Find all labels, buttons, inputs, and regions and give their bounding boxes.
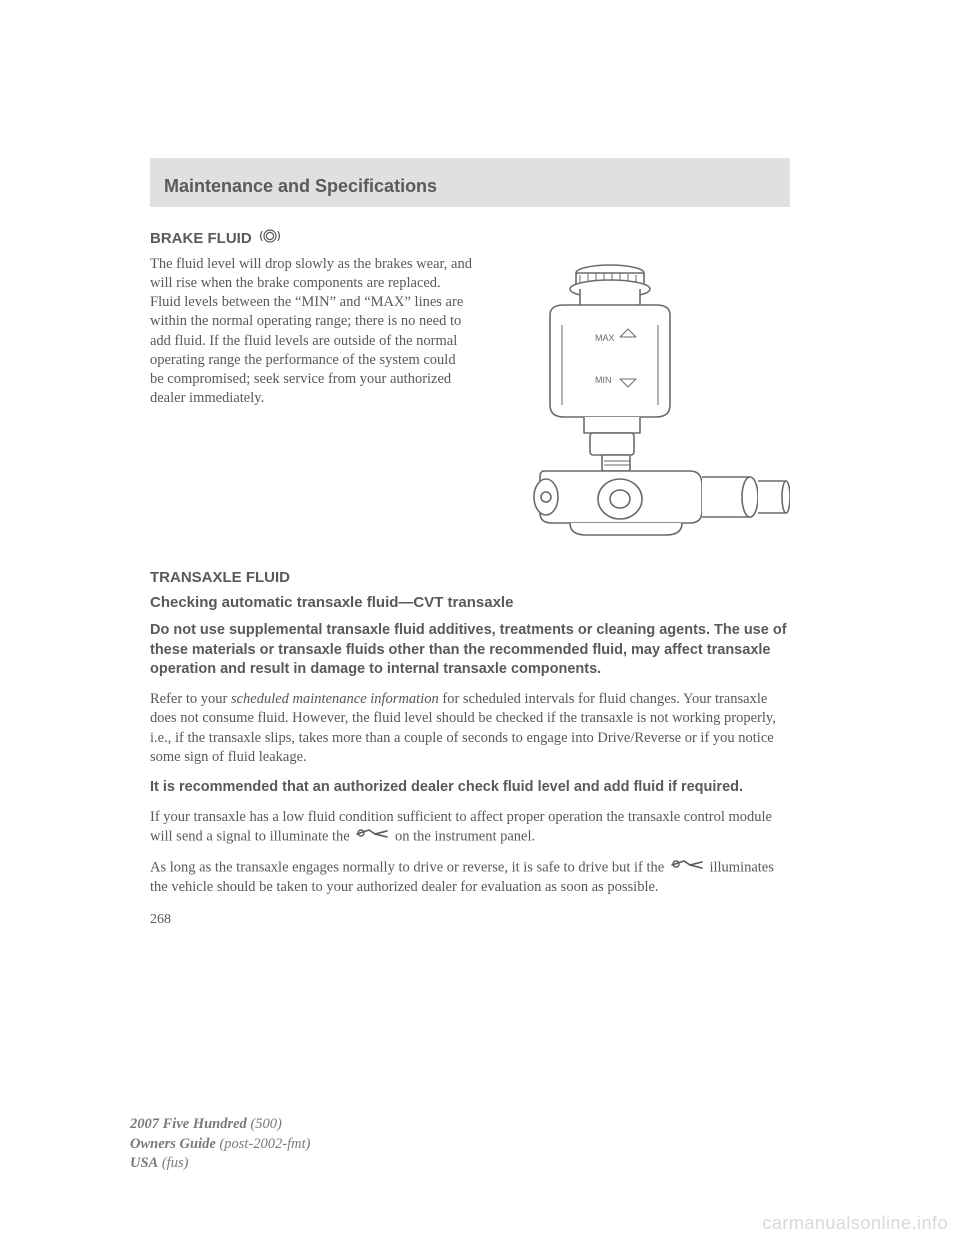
- wrench-icon: [670, 858, 704, 879]
- footer-line2-rest: (post-2002-fmt): [216, 1136, 311, 1152]
- transaxle-para2-post: on the instrument panel.: [391, 829, 535, 845]
- footer-line2-bold: Owners Guide: [130, 1136, 216, 1152]
- transaxle-para2: If your transaxle has a low fluid condit…: [150, 808, 790, 848]
- transaxle-heading: TRANSAXLE FLUID: [150, 569, 790, 586]
- watermark: carmanualsonline.info: [762, 1213, 948, 1234]
- transaxle-warning: Do not use supplemental transaxle fluid …: [150, 621, 790, 680]
- transaxle-para1-pre: Refer to your: [150, 691, 231, 707]
- footer-block: 2007 Five Hundred (500) Owners Guide (po…: [130, 1115, 310, 1174]
- brake-fluid-row: The fluid level will drop slowly as the …: [150, 255, 790, 545]
- transaxle-para1-italic: scheduled maintenance information: [231, 691, 439, 707]
- brake-fluid-heading-text: BRAKE FLUID: [150, 230, 252, 247]
- section-header-bar: Maintenance and Specifications: [150, 158, 790, 207]
- wrench-icon: [355, 827, 389, 848]
- transaxle-para1: Refer to your scheduled maintenance info…: [150, 690, 790, 768]
- footer-line3-rest: (fus): [158, 1155, 188, 1171]
- svg-text:MIN: MIN: [595, 375, 612, 385]
- brake-reservoir-illustration: MAX MIN: [490, 255, 790, 545]
- page-number: 268: [150, 912, 790, 928]
- brake-fluid-heading: BRAKE FLUID: [150, 229, 790, 247]
- transaxle-recommend: It is recommended that an authorized dea…: [150, 778, 790, 798]
- brake-warning-icon: [260, 229, 280, 247]
- transaxle-para3-pre: As long as the transaxle engages normall…: [150, 859, 668, 875]
- footer-line1-bold: 2007 Five Hundred: [130, 1116, 247, 1132]
- footer-line2: Owners Guide (post-2002-fmt): [130, 1135, 310, 1155]
- footer-line3: USA (fus): [130, 1154, 310, 1174]
- section-header-title: Maintenance and Specifications: [164, 176, 776, 197]
- footer-line1: 2007 Five Hundred (500): [130, 1115, 310, 1135]
- footer-line1-rest: (500): [247, 1116, 282, 1132]
- footer-line3-bold: USA: [130, 1155, 158, 1171]
- transaxle-para3: As long as the transaxle engages normall…: [150, 858, 790, 898]
- transaxle-subheading: Checking automatic transaxle fluid—CVT t…: [150, 594, 790, 611]
- brake-fluid-body: The fluid level will drop slowly as the …: [150, 255, 472, 545]
- svg-text:MAX: MAX: [595, 333, 615, 343]
